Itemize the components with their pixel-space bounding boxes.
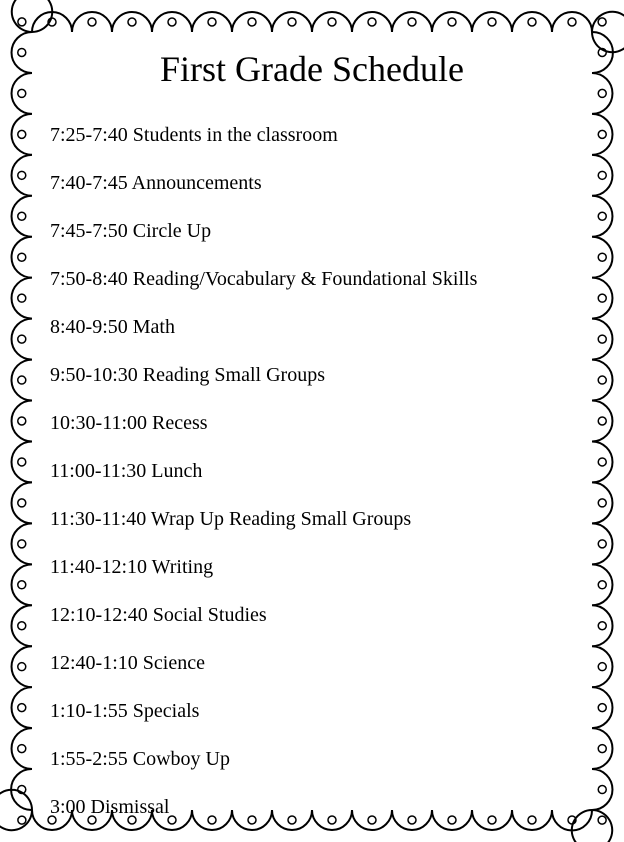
schedule-item: 7:45-7:50 Circle Up <box>50 218 574 244</box>
schedule-item: 7:50-8:40 Reading/Vocabulary & Foundatio… <box>50 266 574 292</box>
schedule-item: 12:10-12:40 Social Studies <box>50 602 574 628</box>
schedule-item: 7:25-7:40 Students in the classroom <box>50 122 574 148</box>
page-title: First Grade Schedule <box>50 48 574 90</box>
schedule-item: 10:30-11:00 Recess <box>50 410 574 436</box>
schedule-item: 9:50-10:30 Reading Small Groups <box>50 362 574 388</box>
schedule-item: 11:40-12:10 Writing <box>50 554 574 580</box>
content-area: First Grade Schedule 7:25-7:40 Students … <box>40 48 584 802</box>
schedule-item: 3:00 Dismissal <box>50 794 574 820</box>
page-container: First Grade Schedule 7:25-7:40 Students … <box>0 0 624 842</box>
schedule-item: 11:30-11:40 Wrap Up Reading Small Groups <box>50 506 574 532</box>
schedule-item: 8:40-9:50 Math <box>50 314 574 340</box>
schedule-item: 11:00-11:30 Lunch <box>50 458 574 484</box>
schedule-list: 7:25-7:40 Students in the classroom 7:40-… <box>50 122 574 820</box>
schedule-item: 1:10-1:55 Specials <box>50 698 574 724</box>
schedule-item: 12:40-1:10 Science <box>50 650 574 676</box>
schedule-item: 1:55-2:55 Cowboy Up <box>50 746 574 772</box>
schedule-item: 7:40-7:45 Announcements <box>50 170 574 196</box>
